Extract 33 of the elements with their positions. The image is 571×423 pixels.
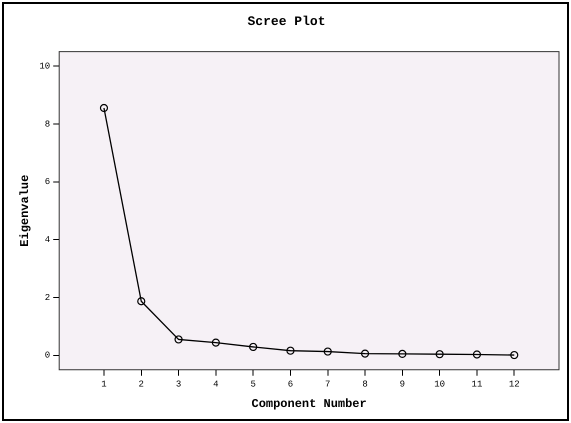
- y-tick-label: 4: [44, 235, 50, 246]
- point: [510, 350, 518, 360]
- x-tick-label: 7: [325, 380, 330, 390]
- x-tick-label: 6: [288, 380, 294, 390]
- x-tick-label: 1: [101, 380, 107, 390]
- point: [472, 350, 482, 359]
- y-axis-title: Eigenvalue: [18, 174, 32, 247]
- point: [286, 346, 295, 355]
- x-tick-label: 9: [400, 380, 406, 390]
- point: [249, 342, 258, 352]
- y-tick-label: 0: [44, 350, 50, 361]
- x-axis-title: Component Number: [251, 396, 367, 411]
- point: [212, 338, 220, 347]
- point: [174, 335, 183, 344]
- point: [398, 350, 406, 358]
- x-tick-label: 2: [138, 380, 144, 390]
- x-tick-label: 3: [176, 380, 182, 390]
- point: [436, 350, 444, 358]
- x-tick-label: 5: [250, 380, 256, 390]
- chart-title: Scree Plot: [247, 14, 326, 30]
- y-tick-label: 2: [44, 292, 50, 303]
- x-tick-label: 8: [362, 380, 368, 390]
- y-tick-label: 6: [44, 177, 50, 188]
- y-tick-label: 8: [44, 119, 50, 130]
- x-tick-label: 4: [213, 380, 219, 390]
- x-tick-label: 11: [472, 380, 482, 390]
- point: [137, 297, 146, 306]
- x-tick-label: 10: [434, 380, 446, 390]
- x-tick-label: 12: [508, 380, 520, 390]
- point: [324, 347, 332, 356]
- point: [100, 104, 108, 112]
- point: [360, 350, 370, 358]
- y-tick-label: 10: [39, 61, 50, 72]
